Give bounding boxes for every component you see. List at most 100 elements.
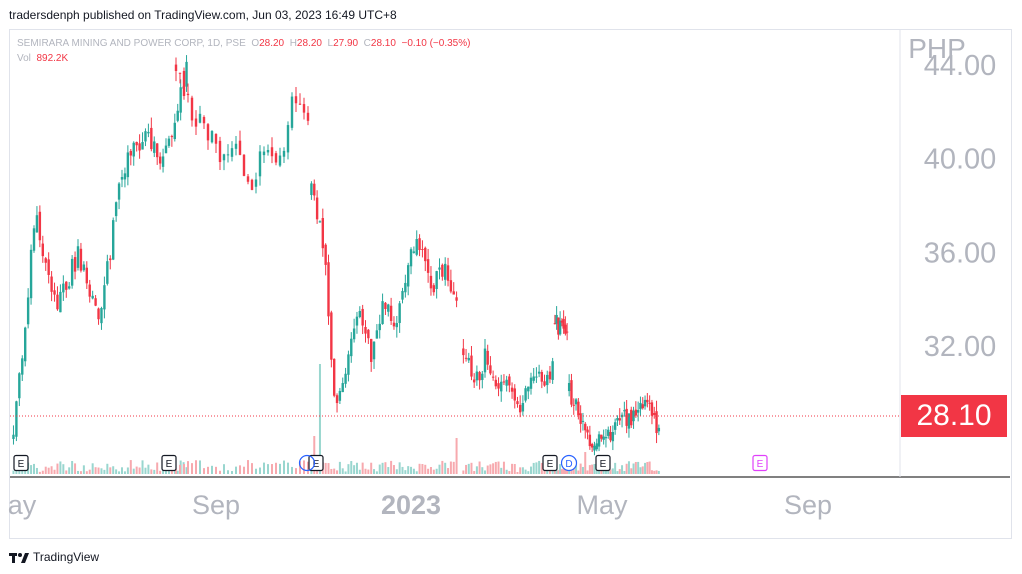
candle (85, 261, 88, 289)
legend-high-label: H (289, 38, 297, 49)
volume-bar (310, 469, 313, 474)
candle (392, 316, 396, 330)
candle (602, 429, 605, 445)
candle (198, 105, 202, 124)
dividend-marker[interactable] (298, 454, 316, 472)
volume-bar (475, 466, 478, 474)
price-tick-label: 32.00 (924, 331, 997, 363)
candle (65, 281, 68, 298)
candle (462, 339, 465, 364)
volume-bar (614, 462, 617, 474)
volume-bar (358, 469, 361, 474)
candle (369, 338, 373, 372)
candle (310, 181, 313, 200)
volume-bar (132, 468, 135, 474)
volume-bar (15, 468, 18, 474)
candle (367, 328, 370, 345)
candle (214, 133, 218, 153)
volume-bar (223, 464, 225, 474)
volume-bar (653, 470, 656, 474)
candle (381, 293, 384, 325)
candle (327, 254, 330, 325)
candle (404, 274, 407, 298)
volume-bar (427, 468, 430, 474)
candle (126, 145, 130, 186)
candle (262, 146, 266, 163)
candle (586, 426, 589, 440)
volume-bar (147, 464, 150, 474)
candle (138, 134, 141, 159)
earnings-marker[interactable]: E (752, 454, 768, 472)
candle (574, 398, 578, 411)
volume-bar (82, 465, 85, 474)
candle (600, 434, 603, 442)
volume-bar (126, 467, 129, 474)
dividend-marker[interactable]: D (560, 454, 578, 472)
candle (418, 234, 421, 257)
candle (424, 246, 427, 272)
candle (604, 428, 608, 448)
earnings-marker[interactable]: E (13, 454, 29, 472)
candle (572, 398, 575, 415)
candle (562, 310, 565, 334)
volume-bar (135, 466, 138, 474)
candle (117, 182, 121, 210)
footer-brand[interactable]: TradingView (9, 550, 99, 564)
candle (286, 121, 290, 160)
volume-bar (618, 469, 621, 474)
candle (100, 306, 103, 330)
earnings-marker[interactable]: E (595, 454, 611, 472)
volume-bar (588, 465, 591, 474)
candle (634, 401, 638, 418)
candle (153, 136, 156, 158)
earnings-marker[interactable]: E (542, 454, 558, 472)
volume-bar (283, 460, 285, 474)
volume-bar (150, 469, 153, 474)
volume-bar (465, 464, 468, 474)
chart-frame (9, 29, 1012, 539)
candle (564, 316, 567, 336)
volume-bar (227, 470, 229, 474)
volume-bar (639, 467, 642, 474)
candle (609, 425, 612, 443)
earnings-marker[interactable]: E (161, 454, 177, 472)
time-axis[interactable]: ay Sep 2023 May Sep (8, 490, 832, 520)
volume-bar (47, 467, 50, 474)
candle (59, 284, 62, 313)
time-tick-label: ay (8, 490, 37, 520)
candle (389, 297, 393, 325)
volume-bar (215, 466, 217, 474)
candle (548, 365, 552, 384)
volume-bar (627, 461, 630, 474)
earnings-marker[interactable]: E (308, 454, 324, 472)
volume-bar (392, 465, 395, 474)
svg-text:D: D (565, 459, 572, 470)
tradingview-logo-icon (9, 552, 29, 563)
volume-bar (327, 463, 330, 474)
candle (481, 370, 484, 389)
candle (234, 136, 238, 156)
volume-bar (50, 466, 53, 474)
candle (409, 247, 413, 275)
volume-bar (378, 464, 381, 474)
volume-bar (144, 467, 147, 474)
candle (611, 425, 615, 451)
volume-bar (275, 462, 277, 474)
volume-bar (540, 462, 543, 474)
candle (375, 324, 379, 339)
volume-bar (243, 466, 245, 474)
volume-bar (657, 470, 660, 474)
volume-bar (251, 463, 253, 474)
volume-bar (91, 463, 94, 474)
candle (298, 93, 302, 106)
candle (315, 190, 319, 224)
candle (361, 304, 364, 335)
price-axis[interactable]: 32.00 36.00 40.00 44.00 (924, 50, 997, 363)
candle (202, 115, 206, 129)
candle (47, 252, 50, 284)
price-tick-label: 36.00 (924, 237, 997, 269)
candle (112, 217, 115, 261)
time-tick-label: May (576, 490, 628, 520)
volume-bar (211, 465, 213, 474)
